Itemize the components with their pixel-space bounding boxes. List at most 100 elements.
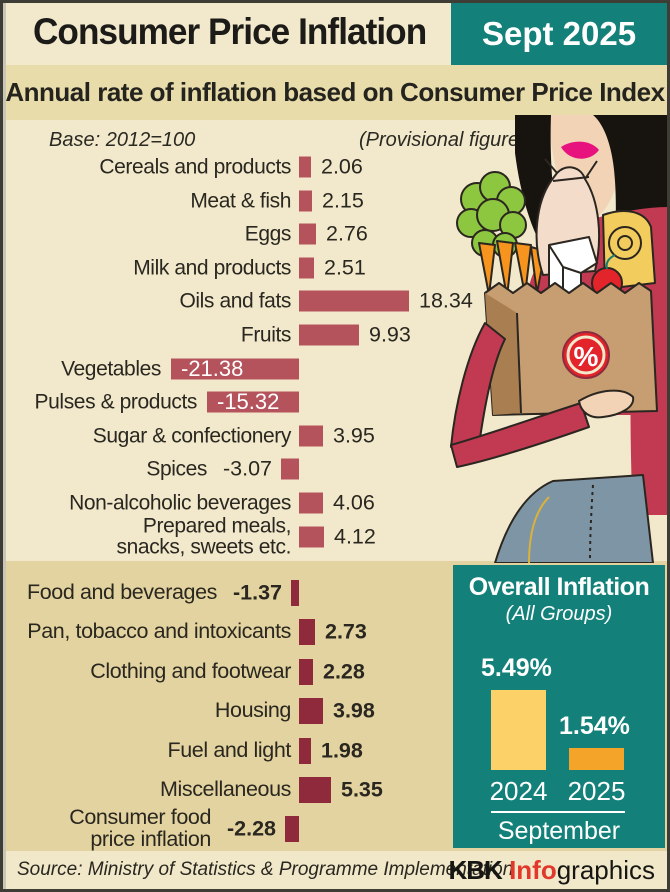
bar	[207, 391, 299, 413]
overall-value-label: 5.49%	[481, 654, 552, 682]
overall-axis-rule	[491, 811, 625, 813]
food-items-bar-chart: Cereals and products 2.06 Meat & fish 2.15 E…	[3, 150, 667, 558]
category-label: Miscellaneous	[159, 776, 291, 801]
overall-title: Overall Inflation	[468, 573, 650, 601]
frame-inner-line	[3, 3, 6, 889]
bar	[171, 358, 299, 380]
value-label: -3.07	[222, 456, 272, 481]
bar-row: Cereals and products 2.06	[3, 150, 667, 184]
bar-row: Meat & fish 2.15	[3, 184, 667, 218]
value-label: 2.73	[325, 619, 367, 644]
category-label: Spices	[146, 457, 207, 481]
category-label: Consumer food price inflation	[69, 804, 211, 851]
bar	[281, 458, 299, 480]
category-label: Sugar & confectionery	[92, 424, 292, 448]
header-bar: Consumer Price Inflation Sept 2025	[3, 3, 667, 65]
bar-row: Non-alcoholic beverages 4.06	[3, 486, 667, 520]
major-groups-bar-chart: Food and beverages -1.37 Pan, tobacco and …	[3, 573, 667, 851]
bar	[299, 618, 315, 645]
bar-row: Pan, tobacco and intoxicants 2.73	[3, 612, 667, 651]
bar-row: Housing 3.98	[3, 691, 667, 730]
value-label: 2.51	[324, 255, 366, 280]
subtitle-band: Annual rate of inflation based on Consum…	[3, 65, 667, 120]
value-label: 3.98	[333, 698, 375, 723]
category-label: Milk and products	[133, 256, 291, 280]
category-label: Non-alcoholic beverages	[69, 491, 291, 515]
value-label: 18.34	[419, 288, 473, 313]
category-label: Clothing and footwear	[90, 658, 291, 683]
category-label: Eggs	[244, 222, 292, 246]
category-label: Pan, tobacco and intoxicants	[27, 618, 291, 643]
value-label: -2.28	[226, 816, 276, 841]
bar-row: Milk and products 2.51	[3, 251, 667, 285]
bar-row: Oils and fats 18.34	[3, 284, 667, 318]
overall-inflation-panel: Overall Inflation (All Groups) 5.49% 2024…	[453, 565, 665, 848]
value-label: 5.35	[341, 777, 383, 802]
value-label: -1.37	[232, 580, 282, 605]
bar	[285, 815, 299, 842]
overall-bar	[491, 690, 546, 770]
credit-kbk: KBK	[448, 855, 502, 885]
bar-row: Sugar & confectionery 3.95	[3, 419, 667, 453]
svg-text:%: %	[574, 341, 599, 372]
value-label: -15.32	[217, 388, 280, 414]
bar-row: Food and beverages -1.37	[3, 573, 667, 612]
provisional-note: (Provisional figures)	[359, 129, 536, 151]
overall-subtitle: (All Groups)	[505, 603, 613, 625]
bar-row: Vegetables -21.38	[3, 352, 667, 386]
overall-bar	[569, 748, 624, 770]
overall-year-label: 2025	[567, 776, 626, 806]
bar	[299, 223, 316, 245]
bar-row: Fuel and light 1.98	[3, 731, 667, 770]
bar-row: Spices -3.07	[3, 452, 667, 486]
page-title: Consumer Price Inflation	[33, 11, 427, 52]
value-label: 1.98	[321, 738, 363, 763]
credit-logo: KBK Infographics	[448, 855, 655, 886]
bar	[299, 257, 314, 279]
value-label: 4.06	[333, 490, 375, 515]
bar-row: Miscellaneous 5.35	[3, 770, 667, 809]
bar	[299, 425, 323, 447]
bar	[299, 697, 323, 724]
bar	[299, 526, 324, 548]
value-label: 2.15	[322, 188, 364, 213]
category-label: Housing	[214, 697, 291, 722]
base-note: Base: 2012=100	[49, 129, 196, 151]
value-label: 3.95	[333, 423, 375, 448]
category-label: Food and beverages	[26, 579, 217, 604]
category-label: Oils and fats	[179, 289, 291, 313]
category-label: Meat & fish	[190, 189, 291, 213]
bar	[299, 492, 323, 514]
bar-row: Fruits 9.93	[3, 318, 667, 352]
overall-value-label: 1.54%	[559, 712, 630, 740]
credit-info: Info	[509, 855, 557, 885]
category-label: Fruits	[240, 323, 292, 347]
date-badge: Sept 2025	[451, 3, 667, 65]
value-label: 4.12	[334, 524, 376, 549]
bar-row: Consumer food price inflation -2.28	[3, 804, 667, 851]
bar	[299, 190, 312, 212]
overall-year-label: 2024	[489, 776, 548, 806]
bar	[299, 290, 409, 312]
credit-graphics: graphics	[556, 855, 655, 885]
bar	[291, 579, 299, 606]
value-label: 2.76	[326, 221, 368, 246]
bar	[299, 737, 311, 764]
bar	[299, 156, 311, 178]
bar-row: Eggs 2.76	[3, 217, 667, 251]
woman-grocery-illustration: %	[450, 115, 667, 563]
bar	[299, 324, 359, 346]
category-label: Prepared meals, snacks, sweets etc.	[116, 514, 292, 559]
value-label: -21.38	[181, 355, 244, 381]
bar	[299, 776, 331, 803]
category-label: Cereals and products	[99, 155, 291, 179]
bar-row: Pulses & products -15.32	[3, 385, 667, 419]
bar-row: Prepared meals, snacks, sweets etc. 4.12	[3, 515, 667, 558]
value-label: 2.06	[321, 154, 363, 179]
value-label: 2.28	[323, 659, 365, 684]
category-label: Fuel and light	[167, 737, 292, 762]
category-label: Pulses & products	[34, 390, 198, 414]
overall-axis-label: September	[497, 817, 621, 845]
bar	[299, 658, 313, 685]
